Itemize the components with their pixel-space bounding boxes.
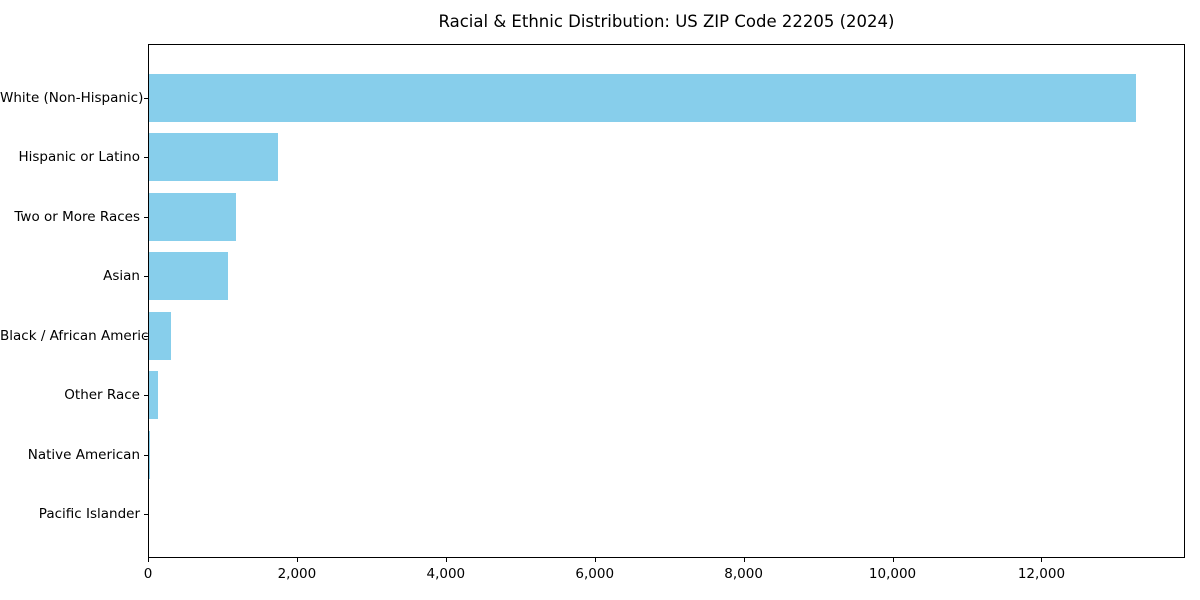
x-tick-label: 0 (143, 566, 153, 582)
x-tick-label: 8,000 (724, 566, 763, 582)
bar-asian (149, 252, 229, 301)
x-tick-label: 6,000 (575, 566, 615, 582)
y-axis-label: Pacific Islander (38, 506, 140, 523)
bar-white-non-hispanic (149, 73, 1136, 122)
bar-hispanic-or-latino (149, 133, 279, 182)
x-tick-mark (743, 557, 745, 562)
x-tick-mark (148, 557, 149, 562)
x-tick-mark (892, 557, 894, 562)
y-tick-mark (144, 454, 148, 456)
y-tick-mark (144, 514, 148, 516)
bar-black-african-american (149, 311, 172, 360)
bar-two-or-more-races (149, 192, 236, 241)
bar-other-race (149, 371, 159, 420)
x-tick-label: 2,000 (277, 566, 317, 582)
x-tick-mark (1041, 557, 1043, 562)
y-axis-label: Native American (27, 446, 140, 463)
x-tick-mark (594, 557, 596, 562)
plot-area (148, 44, 1185, 558)
y-tick-mark (144, 97, 148, 99)
y-tick-mark (144, 335, 148, 337)
y-axis-label: Black / African American (0, 327, 166, 344)
y-axis-label: Asian (103, 268, 140, 285)
y-tick-mark (144, 157, 148, 159)
y-axis-label: Hispanic or Latino (18, 149, 140, 166)
y-axis-label: Other Race (64, 387, 140, 404)
x-tick-label: 10,000 (868, 566, 917, 582)
x-tick-mark (445, 557, 447, 562)
x-tick-label: 12,000 (1017, 566, 1066, 582)
y-axis-label: Two or More Races (14, 208, 140, 225)
x-tick-mark (296, 557, 298, 562)
y-axis-label: White (Non-Hispanic) (0, 89, 144, 106)
y-tick-mark (144, 216, 148, 218)
x-tick-label: 4,000 (426, 566, 466, 582)
y-tick-mark (144, 395, 148, 397)
y-tick-mark (144, 276, 148, 278)
chart-title: Racial & Ethnic Distribution: US ZIP Cod… (438, 12, 895, 31)
